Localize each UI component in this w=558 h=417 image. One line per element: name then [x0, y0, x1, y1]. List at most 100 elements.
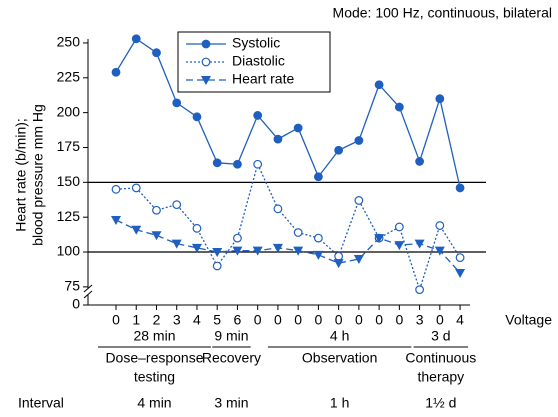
- group-name: Continuous: [405, 350, 476, 366]
- data-point: [152, 48, 161, 58]
- x-tick-label: 5: [213, 312, 221, 328]
- data-point: [374, 80, 384, 90]
- group-name: therapy: [417, 369, 464, 385]
- legend-marker: [201, 76, 211, 85]
- data-point: [172, 200, 182, 210]
- data-point: [293, 228, 303, 237]
- chart-title: Mode: 100 Hz, continuous, bilateral: [333, 5, 552, 21]
- group-name: Dose–response: [105, 350, 203, 366]
- data-point: [293, 246, 304, 256]
- data-point: [314, 233, 323, 243]
- x-tick-label: 0: [375, 312, 383, 328]
- x-tick-label: 0: [355, 312, 363, 328]
- data-point: [455, 183, 465, 193]
- data-point: [172, 98, 182, 108]
- y-tick-label: 0: [72, 296, 80, 312]
- data-point: [314, 172, 323, 182]
- axis-break: [83, 284, 93, 293]
- data-point: [233, 159, 242, 169]
- series-line: [115, 219, 461, 274]
- axis-break: [83, 290, 93, 299]
- group-duration: 28 min: [133, 328, 175, 344]
- x-tick-label: 6: [234, 312, 242, 328]
- data-point: [394, 102, 404, 112]
- series-line: [115, 162, 461, 292]
- data-point: [212, 261, 222, 271]
- data-point: [293, 123, 303, 133]
- data-point: [455, 253, 465, 263]
- x-tick-label: 2: [153, 312, 161, 328]
- data-point: [273, 134, 283, 144]
- legend-label: Systolic: [232, 35, 280, 51]
- legend-marker: [201, 39, 211, 49]
- data-point: [313, 250, 324, 260]
- data-point: [334, 145, 344, 155]
- data-point: [455, 268, 466, 278]
- data-point: [394, 241, 405, 251]
- group-interval: 1 h: [330, 395, 349, 411]
- data-point: [434, 246, 445, 256]
- data-point: [192, 112, 202, 122]
- legend-label: Diastolic: [232, 53, 285, 69]
- group-name: testing: [134, 369, 175, 385]
- y-axis-label: blood pressure mm Hg: [30, 104, 46, 246]
- data-point: [253, 111, 263, 120]
- y-tick-label: 250: [57, 34, 81, 50]
- data-point: [252, 246, 263, 256]
- x-tick-label: 3: [173, 312, 181, 328]
- x-tick-label: 1: [132, 312, 140, 328]
- data-point: [334, 251, 344, 261]
- data-point: [253, 159, 263, 169]
- data-point: [111, 184, 121, 194]
- data-point: [272, 243, 283, 253]
- data-point: [435, 221, 445, 230]
- x-tick-label: 0: [335, 312, 343, 328]
- data-point: [192, 223, 202, 233]
- data-point: [111, 67, 121, 77]
- group-duration: 4 h: [330, 328, 349, 344]
- data-point: [111, 215, 121, 225]
- y-tick-label: 225: [57, 69, 81, 85]
- series-line: [115, 37, 461, 189]
- x-tick-label: 4: [456, 312, 464, 328]
- data-point: [171, 239, 182, 249]
- data-point: [131, 225, 142, 235]
- x-tick-label: 0: [294, 312, 302, 328]
- data-point: [394, 222, 404, 232]
- data-point: [232, 246, 243, 256]
- data-point: [354, 136, 364, 145]
- data-point: [273, 204, 283, 214]
- legend: Systolic Diastolic Heart rate: [177, 31, 331, 93]
- x-tick-label: 0: [315, 312, 323, 328]
- group-name: Observation: [302, 350, 377, 366]
- legend-marker: [201, 57, 211, 67]
- data-point: [152, 205, 161, 215]
- x-axis-label: Voltage: [505, 312, 552, 328]
- x-tick-label: 0: [254, 312, 262, 328]
- data-point: [191, 243, 202, 253]
- y-tick-label: 150: [57, 173, 81, 189]
- data-point: [435, 94, 445, 104]
- x-tick-label: 4: [193, 312, 201, 328]
- group-duration: 3 d: [431, 328, 450, 344]
- group-duration: 9 min: [214, 328, 248, 344]
- data-point: [354, 196, 364, 205]
- data-point: [414, 239, 425, 249]
- data-point: [374, 234, 385, 244]
- y-tick-label: 125: [57, 208, 81, 224]
- data-point: [131, 183, 141, 193]
- data-point: [212, 248, 223, 258]
- x-tick-label: 0: [112, 312, 120, 328]
- data-point: [333, 259, 344, 269]
- y-tick-label: 200: [57, 103, 81, 119]
- x-tick-label: 0: [395, 312, 403, 328]
- data-point: [415, 157, 425, 166]
- data-point: [353, 255, 364, 265]
- y-tick-label: 100: [57, 243, 81, 259]
- interval-label: Interval: [18, 395, 64, 411]
- data-point: [233, 233, 242, 243]
- data-point: [415, 285, 425, 295]
- x-tick-label: 3: [416, 312, 424, 328]
- group-name: Recovery: [202, 350, 261, 366]
